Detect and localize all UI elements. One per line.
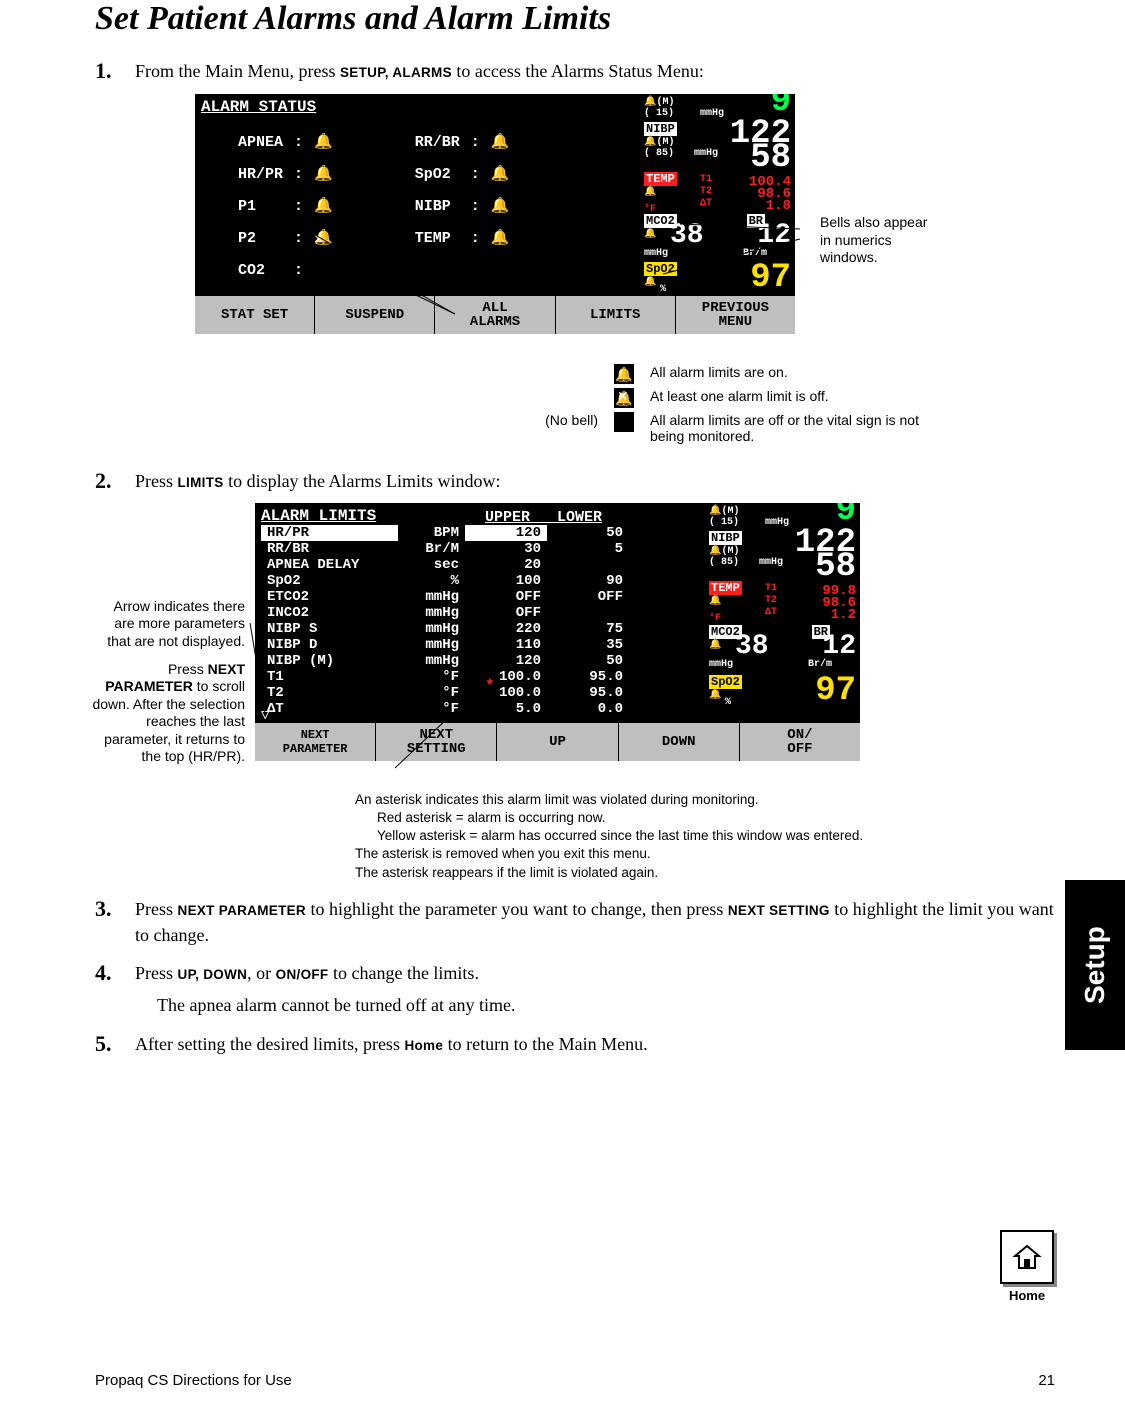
step-5-num: 5. [95,1031,117,1057]
step-1-text-b: to access the Alarms Status Menu: [452,61,704,81]
step-2-kbd: LIMITS [178,475,224,490]
step-2: 2. Press LIMITS to display the Alarms Li… [95,468,1055,494]
sk-all-alarms[interactable]: ALL ALARMS [435,296,555,334]
legend-on: All alarm limits are on. [650,364,950,380]
violation-asterisk-icon: * [485,677,495,695]
figure-2: Arrow indicates there are more parameter… [165,503,955,783]
bell-off-icon: 🔔✕ [614,388,634,408]
step-2-text-a: Press [135,471,178,491]
sk-suspend[interactable]: SUSPEND [315,296,435,334]
sk-up[interactable]: UP [497,723,618,761]
step-4: 4. Press UP, DOWN, or ON/OFF to change t… [95,960,1055,986]
footer-right: 21 [1038,1372,1055,1389]
alarm-limits-title: ALARM LIMITS [261,507,376,525]
step-4-note: The apnea alarm cannot be turned off at … [157,992,1055,1018]
sk-limits[interactable]: LIMITS [556,296,676,334]
alarm-status-title: ALARM STATUS [201,98,316,116]
section-tab-setup: Setup [1065,880,1125,1050]
asterisk-note: An asterisk indicates this alarm limit w… [355,791,915,882]
footer-left: Propaq CS Directions for Use [95,1372,292,1389]
page-title: Set Patient Alarms and Alarm Limits [95,0,1055,38]
sk-next-setting[interactable]: NEXT SETTING [376,723,497,761]
callout-arrow-b: Press NEXT PARAMETER to scroll down. Aft… [85,661,245,766]
home-icon [1000,1230,1054,1284]
sk-next-parameter[interactable]: NEXT PARAMETER [255,723,376,761]
step-2-num: 2. [95,468,117,494]
step-3-num: 3. [95,896,117,948]
scroll-arrow-icon: ▽ [261,707,269,724]
figure-1-legend: 🔔 All alarm limits are on. 🔔✕ At least o… [195,364,965,444]
page-footer: Propaq CS Directions for Use 21 [95,1372,1055,1389]
no-bell-icon [614,412,634,432]
step-1-text-a: From the Main Menu, press [135,61,340,81]
step-5: 5. After setting the desired limits, pre… [95,1031,1055,1057]
figure-1: ALARM STATUS APNEA:🔔RR/BR:🔔 HR/PR:🔔SpO2:… [195,94,965,354]
sk-prev-menu[interactable]: PREVIOUS MENU [676,296,795,334]
callout-bells: Bells also appear in numerics windows. [820,214,935,267]
step-3: 3. Press NEXT PARAMETER to highlight the… [95,896,1055,948]
alarm-status-screen: ALARM STATUS APNEA:🔔RR/BR:🔔 HR/PR:🔔SpO2:… [195,94,795,334]
step-1: 1. From the Main Menu, press SETUP, ALAR… [95,58,1055,84]
softkeys-1: STAT SET SUSPEND ALL ALARMS LIMITS PREVI… [195,296,795,334]
legend-nobell-key: (No bell) [543,412,598,428]
legend-nobell: All alarm limits are off or the vital si… [650,412,950,444]
alarm-limits-screen: ALARM LIMITS UPPER LOWER HR/PRBPM12050RR… [255,503,860,761]
step-4-num: 4. [95,960,117,986]
step-1-num: 1. [95,58,117,84]
home-button[interactable]: Home [999,1230,1055,1303]
sk-down[interactable]: DOWN [619,723,740,761]
alarm-status-grid: APNEA:🔔RR/BR:🔔 HR/PR:🔔SpO2:🔔 P1:🔔NIBP:🔔 … [235,126,519,288]
softkeys-2: NEXT PARAMETER NEXT SETTING UP DOWN ON/ … [255,723,860,761]
sk-stat-set[interactable]: STAT SET [195,296,315,334]
bell-on-icon: 🔔 [614,364,634,384]
limits-table: HR/PRBPM12050RR/BRBr/M305APNEA DELAYsec2… [261,525,629,717]
sk-on-off[interactable]: ON/ OFF [740,723,860,761]
callout-arrow-a: Arrow indicates there are more parameter… [95,598,245,651]
step-2-text-b: to display the Alarms Limits window: [224,471,501,491]
legend-partial: At least one alarm limit is off. [650,388,950,404]
home-label: Home [999,1288,1055,1303]
step-1-kbd: SETUP, ALARMS [340,65,452,80]
